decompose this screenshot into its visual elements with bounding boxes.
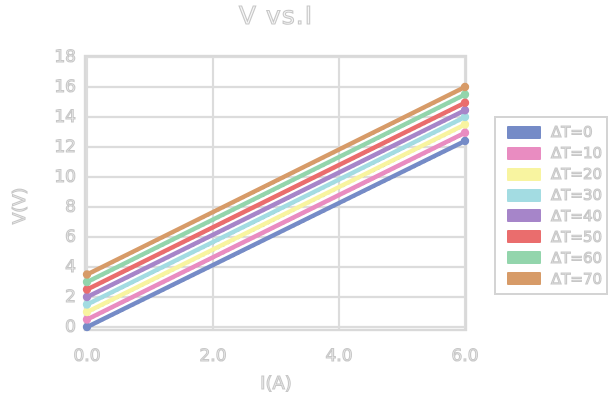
legend-swatch [507, 272, 541, 286]
series-line-dt-40 [84, 108, 468, 300]
series-line-dt-70 [84, 84, 468, 277]
legend-label: ΔT=50 [550, 227, 603, 246]
series-start-dot-dt-20 [82, 307, 92, 317]
legend-row: ΔT=40 [496, 206, 606, 225]
x-tick-label: 4.0 [325, 345, 353, 366]
series-start-dot-dt-50 [82, 285, 92, 294]
y-tick-label: 12 [54, 136, 77, 157]
legend-row: ΔT=70 [496, 269, 606, 288]
series-start-dot-dt-60 [82, 277, 92, 287]
legend: ΔT=0 ΔT=10 ΔT=20 ΔT=30 ΔT=40 ΔT=50 ΔT=60 ΔT=70 [494, 116, 608, 295]
legend-row: ΔT=30 [496, 186, 606, 205]
y-tick-label: 0 [65, 316, 77, 337]
legend-swatch [507, 188, 541, 202]
legend-row: ΔT=60 [496, 248, 606, 267]
legend-row: ΔT=50 [496, 227, 606, 246]
series-line-dt-60 [84, 92, 468, 285]
series-end-dot-dt-30 [460, 112, 470, 122]
x-tick-label: 2.0 [199, 345, 227, 366]
series-end-dot-dt-40 [460, 106, 470, 115]
legend-label: ΔT=40 [550, 206, 603, 225]
legend-label: ΔT=30 [550, 186, 603, 205]
legend-swatch [507, 230, 541, 244]
legend-swatch [507, 251, 541, 265]
plot-border [83, 54, 468, 332]
series-end-dot-dt-50 [460, 98, 470, 107]
chart-title: V vs.I [238, 0, 314, 30]
y-tick-label: 14 [54, 106, 77, 127]
series-line-dt-20 [84, 122, 468, 315]
series-start-dot-dt-30 [82, 300, 92, 309]
series-line-dt-30 [84, 114, 468, 307]
series-end-dot-dt-0 [460, 136, 470, 146]
x-axis-label: I(A) [260, 372, 293, 394]
x-tick-label: 0.0 [73, 345, 101, 366]
legend-swatch [507, 146, 541, 160]
legend-label: ΔT=10 [550, 144, 603, 163]
y-tick-label: 6 [65, 226, 77, 247]
series-start-dot-dt-0 [82, 322, 92, 332]
legend-swatch [507, 209, 541, 223]
series-start-dot-dt-70 [82, 270, 92, 279]
series-end-dot-dt-60 [460, 90, 470, 99]
legend-row: ΔT=20 [496, 165, 606, 184]
y-axis-label: V(V) [9, 187, 30, 225]
series-line-dt-50 [84, 100, 468, 292]
legend-swatch [507, 167, 541, 181]
series-line-dt-0 [84, 138, 468, 330]
series-line-dt-10 [84, 130, 468, 322]
legend-label: ΔT=60 [550, 248, 603, 267]
y-tick-label: 8 [65, 196, 77, 217]
legend-label: ΔT=70 [550, 269, 603, 288]
legend-swatch [507, 125, 541, 139]
series-start-dot-dt-10 [82, 315, 92, 324]
legend-row: ΔT=10 [496, 144, 606, 163]
legend-row: ΔT=0 [496, 123, 606, 142]
series-end-dot-dt-10 [460, 128, 470, 137]
y-tick-label: 2 [65, 286, 77, 307]
y-tick-label: 16 [54, 76, 77, 97]
y-tick-label: 18 [54, 46, 77, 67]
legend-label: ΔT=0 [550, 123, 593, 142]
series-start-dot-dt-40 [82, 292, 92, 302]
x-tick-label: 6.0 [451, 345, 479, 366]
y-tick-label: 10 [54, 166, 77, 187]
legend-label: ΔT=20 [550, 165, 603, 184]
series-end-dot-dt-70 [460, 82, 470, 92]
y-tick-label: 4 [65, 256, 77, 277]
series-end-dot-dt-20 [460, 120, 470, 129]
